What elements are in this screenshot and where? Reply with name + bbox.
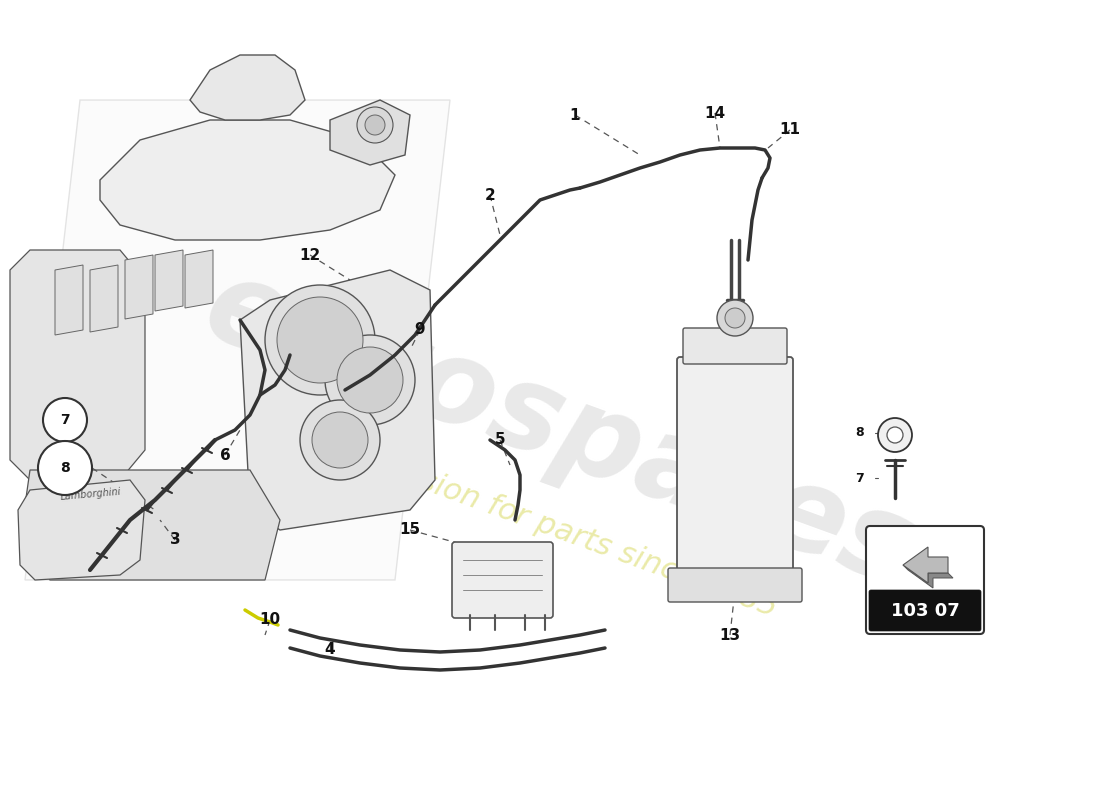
Polygon shape xyxy=(240,270,434,530)
Text: 9: 9 xyxy=(415,322,426,338)
Polygon shape xyxy=(90,265,118,332)
Polygon shape xyxy=(20,470,281,580)
Text: 13: 13 xyxy=(719,627,740,642)
Text: 103 07: 103 07 xyxy=(891,602,959,620)
Text: 12: 12 xyxy=(299,247,320,262)
Circle shape xyxy=(337,347,403,413)
Circle shape xyxy=(312,412,368,468)
Text: 8: 8 xyxy=(60,461,70,475)
Text: 7: 7 xyxy=(60,413,69,427)
Text: 10: 10 xyxy=(260,613,280,627)
Text: eurospares: eurospares xyxy=(189,248,931,612)
Polygon shape xyxy=(185,250,213,308)
Circle shape xyxy=(277,297,363,383)
FancyBboxPatch shape xyxy=(683,328,786,364)
Text: 7: 7 xyxy=(856,471,865,485)
Polygon shape xyxy=(903,565,953,588)
Text: 4: 4 xyxy=(324,642,336,658)
Polygon shape xyxy=(10,250,145,480)
Text: 3: 3 xyxy=(169,533,180,547)
FancyBboxPatch shape xyxy=(452,542,553,618)
Polygon shape xyxy=(25,100,450,580)
Text: 2: 2 xyxy=(485,187,495,202)
Text: 1: 1 xyxy=(570,107,581,122)
Circle shape xyxy=(43,398,87,442)
Circle shape xyxy=(358,107,393,143)
Circle shape xyxy=(725,308,745,328)
Circle shape xyxy=(39,441,92,495)
Text: 14: 14 xyxy=(704,106,726,121)
Text: 6: 6 xyxy=(220,447,230,462)
FancyBboxPatch shape xyxy=(869,590,981,631)
Polygon shape xyxy=(18,480,145,580)
Circle shape xyxy=(300,400,379,480)
FancyBboxPatch shape xyxy=(676,357,793,573)
Circle shape xyxy=(324,335,415,425)
Text: 8: 8 xyxy=(856,426,865,439)
Circle shape xyxy=(265,285,375,395)
Text: 11: 11 xyxy=(780,122,801,138)
Circle shape xyxy=(365,115,385,135)
Circle shape xyxy=(887,427,903,443)
Polygon shape xyxy=(100,120,395,240)
Circle shape xyxy=(878,418,912,452)
Polygon shape xyxy=(190,55,305,120)
FancyBboxPatch shape xyxy=(668,568,802,602)
Text: 5: 5 xyxy=(495,433,505,447)
FancyBboxPatch shape xyxy=(866,526,984,634)
Polygon shape xyxy=(55,265,82,335)
Polygon shape xyxy=(155,250,183,311)
Text: Lamborghini: Lamborghini xyxy=(60,486,122,502)
Polygon shape xyxy=(903,547,948,583)
Circle shape xyxy=(717,300,754,336)
Polygon shape xyxy=(125,255,153,319)
Text: a passion for parts since 1985: a passion for parts since 1985 xyxy=(339,438,782,622)
Text: 15: 15 xyxy=(399,522,420,538)
Polygon shape xyxy=(330,100,410,165)
